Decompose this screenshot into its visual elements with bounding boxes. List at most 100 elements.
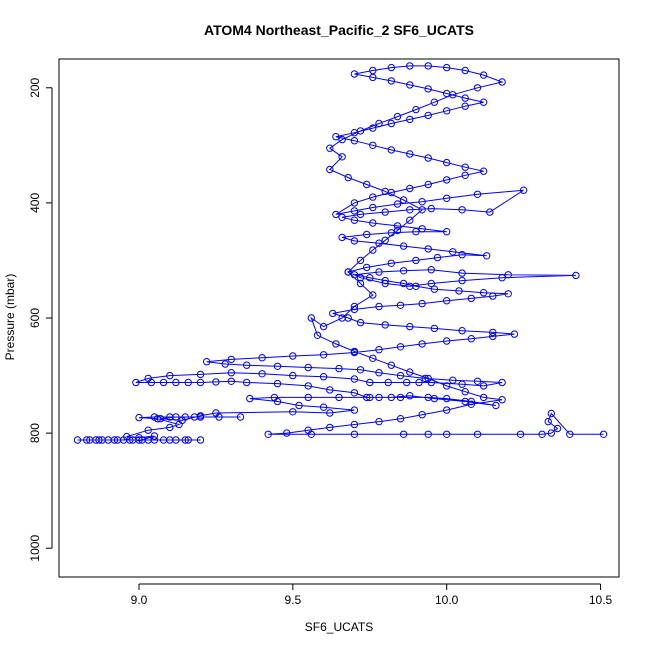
- data-point: [350, 430, 359, 438]
- data-point: [461, 388, 469, 396]
- data-point: [479, 71, 488, 79]
- data-point: [319, 373, 328, 381]
- data-point: [332, 210, 340, 219]
- data-point: [498, 78, 506, 86]
- data-point: [246, 394, 254, 403]
- data-point: [381, 236, 389, 245]
- data-point: [381, 321, 389, 329]
- data-point: [443, 297, 451, 305]
- data-point: [443, 337, 451, 345]
- data-point: [289, 371, 297, 380]
- data-point: [547, 409, 555, 418]
- data-point: [243, 361, 251, 369]
- data-point: [381, 279, 389, 288]
- data-point: [393, 226, 402, 235]
- data-point: [212, 409, 220, 417]
- data-point: [449, 248, 457, 256]
- data-point: [427, 204, 435, 213]
- data-point: [369, 291, 377, 299]
- data-point: [166, 423, 174, 432]
- data-point: [449, 376, 457, 384]
- data-point: [335, 364, 343, 373]
- data-point: [113, 436, 122, 444]
- data-point: [599, 430, 608, 438]
- data-point: [458, 206, 466, 214]
- data-point: [369, 124, 377, 132]
- data-point: [479, 289, 488, 297]
- data-point: [270, 393, 279, 402]
- y-tick-label: 200: [28, 77, 42, 97]
- data-point: [384, 378, 392, 387]
- series-line: [77, 65, 604, 441]
- data-point: [396, 343, 405, 351]
- data-point: [196, 370, 205, 379]
- data-point: [307, 430, 315, 438]
- data-point: [212, 378, 220, 386]
- data-point: [350, 207, 359, 215]
- data-point: [504, 290, 512, 298]
- data-point: [461, 171, 469, 180]
- data-point: [399, 267, 408, 275]
- x-axis-label: SF6_UCATS: [305, 620, 373, 634]
- data-point: [350, 420, 359, 429]
- data-point: [369, 66, 377, 75]
- data-point: [483, 252, 491, 260]
- data-point: [406, 322, 414, 331]
- data-point: [424, 430, 432, 438]
- y-tick-label: 400: [28, 193, 42, 213]
- data-point: [184, 378, 192, 387]
- data-point: [473, 84, 482, 92]
- data-point: [467, 294, 475, 303]
- x-tick-label: 9.0: [131, 593, 148, 607]
- data-point: [350, 375, 359, 383]
- data-point: [461, 102, 469, 110]
- data-point: [350, 70, 359, 78]
- data-point: [455, 287, 463, 295]
- data-point: [326, 165, 334, 174]
- data-point: [356, 274, 365, 282]
- data-point: [443, 63, 451, 72]
- data-point: [258, 370, 266, 378]
- data-point: [399, 430, 408, 438]
- data-point: [498, 378, 506, 387]
- data-point: [443, 394, 451, 403]
- data-point: [135, 434, 143, 442]
- data-point: [479, 393, 488, 402]
- data-point: [387, 393, 395, 402]
- data-point: [326, 386, 334, 394]
- data-point: [443, 107, 451, 115]
- data-point: [356, 318, 365, 327]
- data-point: [443, 194, 451, 203]
- data-point: [356, 366, 365, 374]
- data-point: [538, 430, 546, 438]
- data-point: [369, 193, 377, 201]
- data-point: [498, 396, 506, 404]
- data-point: [363, 180, 371, 189]
- data-point: [313, 331, 322, 339]
- data-point: [467, 335, 475, 343]
- data-point: [307, 314, 315, 322]
- data-point: [363, 230, 371, 239]
- data-point: [196, 436, 205, 444]
- data-point: [424, 180, 432, 189]
- data-point: [430, 324, 439, 333]
- data-point: [366, 274, 374, 282]
- data-point: [332, 340, 340, 348]
- data-point: [489, 332, 497, 341]
- data-point: [319, 322, 328, 331]
- data-point: [387, 361, 395, 369]
- data-point: [203, 358, 211, 366]
- y-axis-label: Pressure (mbar): [3, 274, 17, 361]
- data-point: [418, 340, 426, 348]
- data-point: [350, 302, 359, 311]
- data-point: [381, 276, 389, 285]
- plot-frame: [58, 58, 620, 578]
- data-point: [424, 85, 432, 93]
- data-point: [156, 415, 165, 423]
- data-point: [430, 394, 439, 403]
- data-point: [443, 382, 451, 390]
- data-point: [304, 363, 312, 372]
- data-point: [406, 216, 414, 224]
- data-point: [427, 279, 435, 288]
- data-point: [399, 279, 408, 288]
